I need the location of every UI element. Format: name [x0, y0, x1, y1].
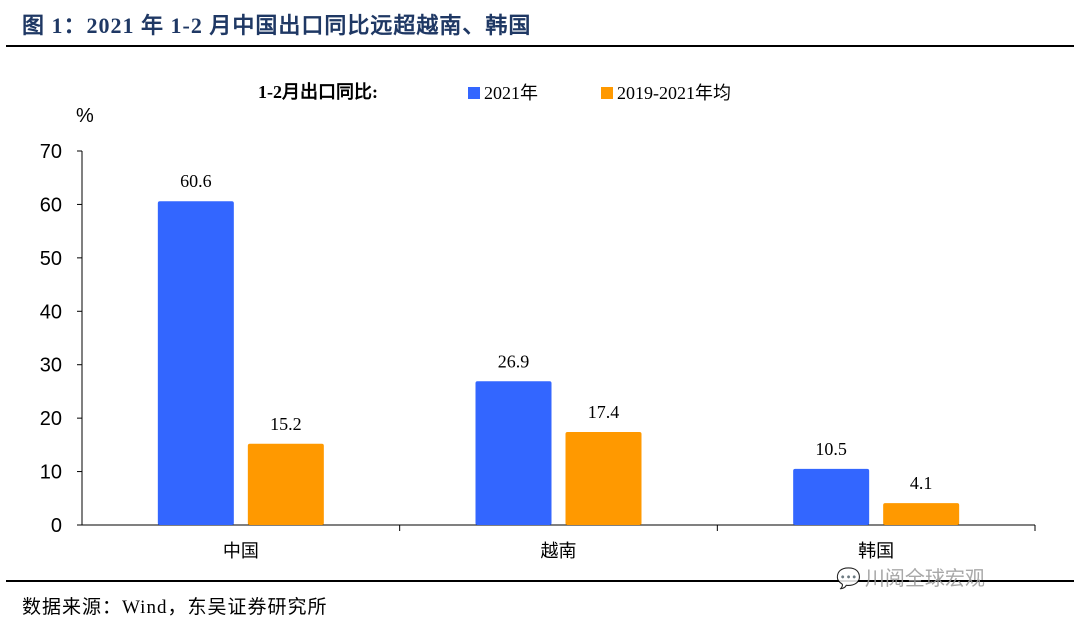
- y-tick-label: 20: [40, 408, 62, 430]
- y-tick-label: 60: [40, 194, 62, 216]
- y-tick-label: 40: [40, 301, 62, 323]
- watermark: 💬 川阅全球宏观: [836, 562, 985, 591]
- data-label: 15.2: [270, 414, 302, 434]
- legend-item-2021: 2021年: [468, 79, 538, 105]
- y-tick-label: 10: [40, 462, 62, 484]
- bar: [247, 443, 324, 525]
- bar: [883, 503, 960, 525]
- watermark-text: 川阅全球宏观: [864, 566, 985, 590]
- legend-title: 1-2月出口同比:: [258, 82, 378, 102]
- y-tick-label: 30: [40, 355, 62, 377]
- bar: [565, 432, 642, 525]
- top-rule: [6, 45, 1074, 47]
- data-label: 4.1: [910, 473, 933, 493]
- y-unit-label: %: [76, 105, 94, 127]
- bar: [793, 468, 870, 525]
- source-note: 数据来源：Wind，东吴证券研究所: [22, 597, 328, 618]
- x-tick-label: 越南: [541, 541, 577, 562]
- y-tick-label: 70: [40, 141, 62, 163]
- legend-swatch-avg: [601, 87, 613, 99]
- legend-swatch-2021: [468, 87, 480, 99]
- bar: [157, 201, 234, 526]
- legend-label-avg: 2019-2021年均: [617, 83, 731, 103]
- legend-label-2021: 2021年: [484, 83, 538, 103]
- x-tick-label: 中国: [223, 541, 259, 562]
- data-label: 10.5: [815, 439, 847, 459]
- x-tick-label: 韩国: [858, 541, 894, 562]
- figure-title: 图 1：2021 年 1-2 月中国出口同比远超越南、韩国: [22, 13, 532, 38]
- data-label: 60.6: [180, 171, 212, 191]
- bottom-rule: [6, 580, 1074, 582]
- data-label: 17.4: [588, 402, 620, 422]
- y-tick-label: 50: [40, 248, 62, 270]
- legend-item-avg: 2019-2021年均: [601, 79, 731, 105]
- data-label: 26.9: [498, 351, 530, 371]
- wechat-icon: 💬: [836, 566, 861, 590]
- bar: [475, 381, 552, 525]
- y-tick-label: 0: [51, 515, 62, 537]
